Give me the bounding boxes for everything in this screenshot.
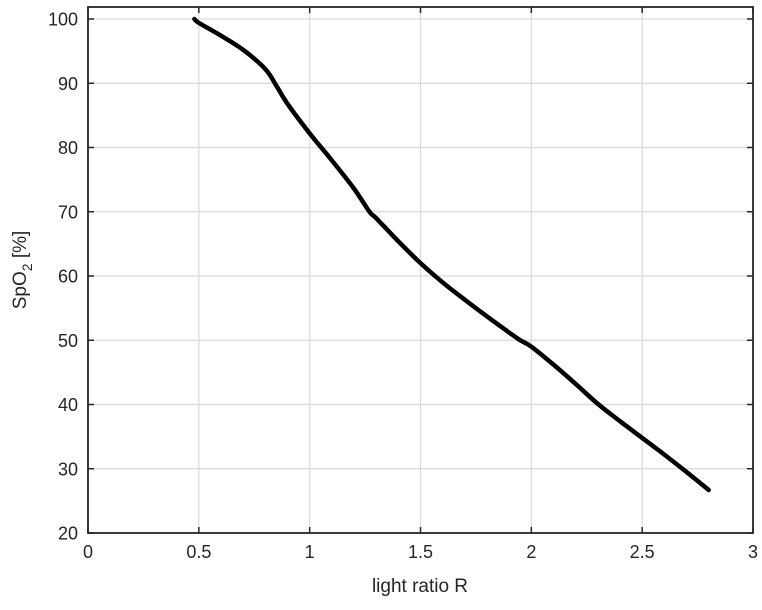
y-tick-label: 80 xyxy=(58,138,78,158)
y-axis-label-suffix: [%] xyxy=(10,231,31,264)
y-tick-label: 50 xyxy=(58,331,78,351)
y-tick-label: 60 xyxy=(58,267,78,287)
y-tick-label: 70 xyxy=(58,202,78,222)
grid-lines xyxy=(88,7,753,533)
x-axis-label: light ratio R xyxy=(372,576,468,597)
data-series xyxy=(192,16,711,493)
x-tick-label: 0.5 xyxy=(186,542,211,562)
y-axis-label-subscript: 2 xyxy=(19,263,35,271)
y-axis-ticks: 20 30 40 50 60 70 80 90 100 xyxy=(48,10,753,544)
x-tick-label: 1.5 xyxy=(408,542,433,562)
x-tick-label: 0 xyxy=(83,542,93,562)
y-tick-label: 40 xyxy=(58,395,78,415)
y-axis-label: SpO2 [%] xyxy=(10,231,35,310)
x-tick-label: 2.5 xyxy=(630,542,655,562)
y-tick-label: 100 xyxy=(48,10,78,30)
y-tick-label: 20 xyxy=(58,524,78,544)
x-tick-label: 2 xyxy=(526,542,536,562)
x-tick-label: 1 xyxy=(305,542,315,562)
y-axis-label-main: SpO xyxy=(10,271,31,309)
spo2-curve-line xyxy=(192,16,711,493)
x-tick-label: 3 xyxy=(748,542,758,562)
y-tick-label: 90 xyxy=(58,74,78,94)
y-tick-label: 30 xyxy=(58,459,78,479)
x-axis-ticks: 0 0.5 1 1.5 2 2.5 3 xyxy=(83,7,758,562)
